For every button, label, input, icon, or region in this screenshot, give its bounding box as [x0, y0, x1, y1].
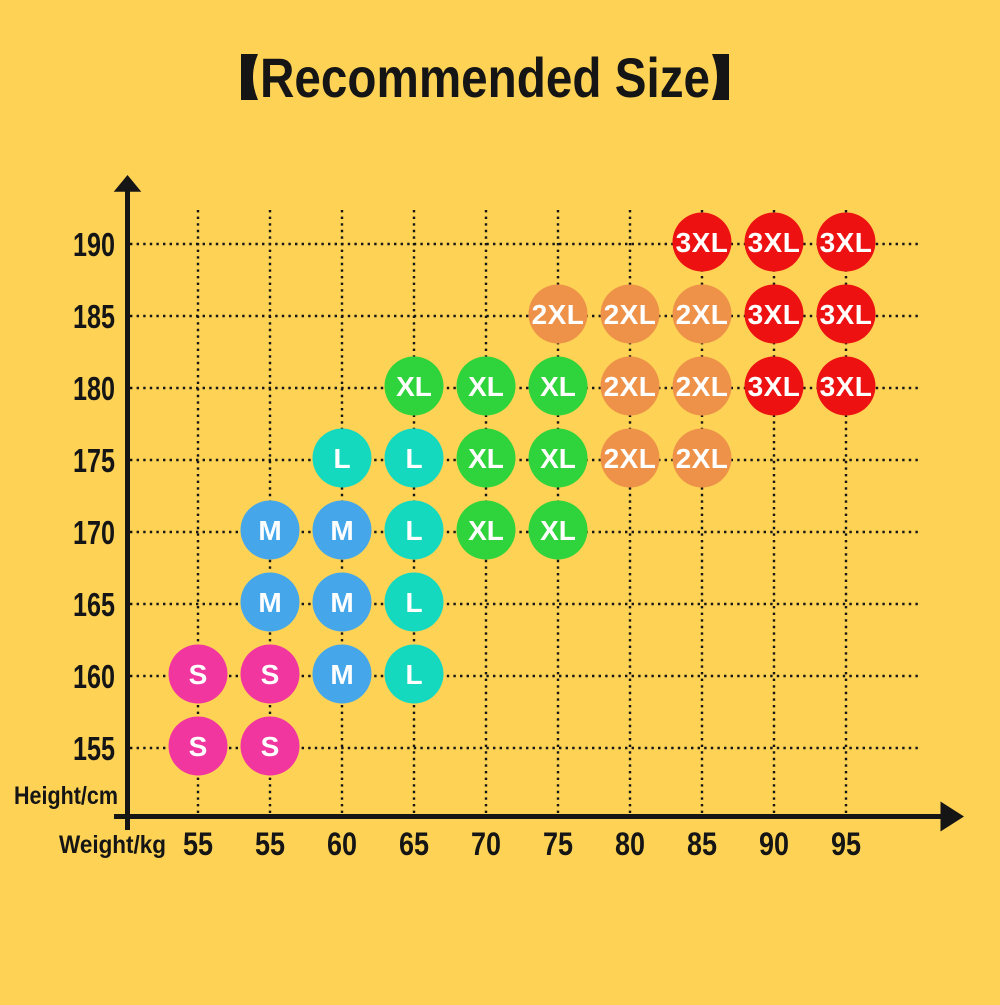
svg-text:2XL: 2XL — [676, 371, 729, 402]
svg-text:60: 60 — [327, 826, 357, 862]
svg-text:3XL: 3XL — [820, 227, 873, 258]
svg-text:M: M — [330, 587, 353, 618]
svg-text:55: 55 — [183, 826, 213, 862]
svg-text:XL: XL — [468, 515, 504, 546]
svg-text:XL: XL — [540, 443, 576, 474]
svg-text:65: 65 — [399, 826, 429, 862]
svg-text:3XL: 3XL — [820, 371, 873, 402]
svg-text:M: M — [258, 515, 281, 546]
svg-text:XL: XL — [396, 371, 432, 402]
svg-text:190: 190 — [73, 226, 115, 263]
svg-text:XL: XL — [540, 515, 576, 546]
svg-text:S: S — [189, 731, 208, 762]
svg-text:2XL: 2XL — [532, 299, 585, 330]
svg-text:3XL: 3XL — [820, 299, 873, 330]
svg-text:XL: XL — [540, 371, 576, 402]
svg-text:165: 165 — [73, 586, 115, 623]
svg-text:95: 95 — [831, 826, 861, 862]
svg-text:185: 185 — [73, 298, 115, 335]
svg-text:2XL: 2XL — [676, 299, 729, 330]
svg-text:55: 55 — [255, 826, 285, 862]
svg-text:155: 155 — [73, 730, 115, 767]
svg-text:3XL: 3XL — [748, 227, 801, 258]
svg-text:Height/cm: Height/cm — [14, 782, 118, 810]
svg-text:S: S — [261, 659, 280, 690]
svg-text:80: 80 — [615, 826, 645, 862]
svg-text:90: 90 — [759, 826, 789, 862]
svg-text:175: 175 — [73, 442, 115, 479]
svg-text:XL: XL — [468, 443, 504, 474]
svg-text:L: L — [405, 587, 422, 618]
svg-text:180: 180 — [73, 370, 115, 407]
svg-text:3XL: 3XL — [676, 227, 729, 258]
svg-text:XL: XL — [468, 371, 504, 402]
svg-text:S: S — [189, 659, 208, 690]
svg-text:Weight/kg: Weight/kg — [59, 831, 166, 859]
svg-text:Recommended Size: Recommended Size — [260, 46, 710, 109]
svg-text:L: L — [333, 443, 350, 474]
svg-text:M: M — [330, 515, 353, 546]
svg-text:L: L — [405, 515, 422, 546]
svg-text:M: M — [258, 587, 281, 618]
svg-text:2XL: 2XL — [676, 443, 729, 474]
svg-text:2XL: 2XL — [604, 443, 657, 474]
svg-text:L: L — [405, 443, 422, 474]
svg-text:2XL: 2XL — [604, 371, 657, 402]
svg-text:S: S — [261, 731, 280, 762]
svg-text:85: 85 — [687, 826, 717, 862]
svg-text:3XL: 3XL — [748, 371, 801, 402]
svg-text:75: 75 — [543, 826, 573, 862]
svg-text:3XL: 3XL — [748, 299, 801, 330]
svg-text:170: 170 — [73, 514, 115, 551]
svg-text:L: L — [405, 659, 422, 690]
svg-text:160: 160 — [73, 658, 115, 695]
svg-text:70: 70 — [471, 826, 501, 862]
svg-text:M: M — [330, 659, 353, 690]
svg-text:2XL: 2XL — [604, 299, 657, 330]
